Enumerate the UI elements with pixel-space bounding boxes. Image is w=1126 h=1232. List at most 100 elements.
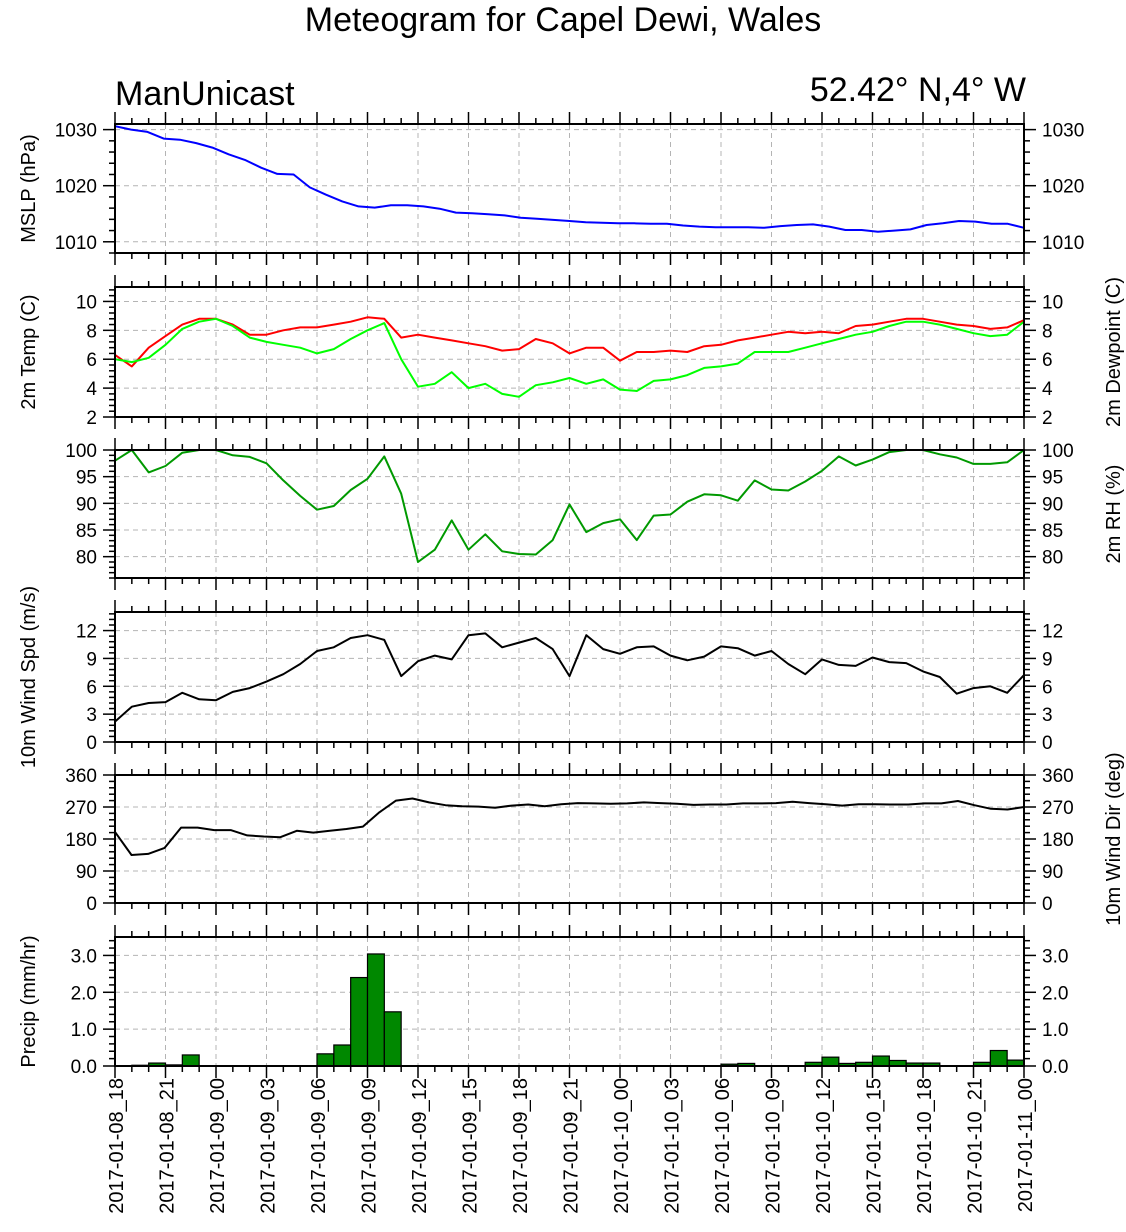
y-tick-label-left: 9: [86, 649, 97, 670]
time-tick-label: 2017-01-10_03: [662, 1078, 684, 1214]
y-tick-label-left: 12: [76, 622, 97, 643]
y-tick-label-left: 2: [86, 408, 97, 429]
y-axis-title-right: 2m RH (%): [1103, 465, 1125, 564]
panel-temp: 2 2 4 4 6 6 8 8 10 10 2m Temp (C) 2m Dewpoint (C): [18, 275, 1125, 429]
y-tick-label-left: 8: [86, 321, 97, 342]
y-tick-label-left: 6: [86, 350, 97, 371]
y-tick-label-right: 2.0: [1042, 983, 1068, 1004]
y-tick-label-right: 12: [1042, 622, 1063, 643]
chart-title: Meteogram for Capel Dewi, Wales: [304, 1, 822, 39]
precip-bar: [333, 1044, 352, 1067]
y-tick-label-right: 180: [1042, 830, 1074, 851]
y-tick-label-left: 0: [86, 733, 97, 754]
time-tick-label: 2017-01-09_09: [359, 1078, 381, 1214]
y-tick-label-right: 90: [1042, 494, 1063, 515]
precip-bar: [181, 1054, 200, 1067]
time-axis-labels: 2017-01-08_18 2017-01-08_21 2017-01-09_00 2…: [106, 1078, 1037, 1214]
y-tick-label-left: 100: [65, 441, 97, 462]
y-tick-label-left: 0: [86, 894, 97, 915]
y-tick-label-right: 6: [1042, 350, 1053, 371]
y-tick-label-right: 85: [1042, 521, 1063, 542]
y-tick-label-right: 270: [1042, 798, 1074, 819]
precip-bar: [350, 976, 369, 1067]
y-tick-label-right: 4: [1042, 379, 1053, 400]
y-tick-label-right: 95: [1042, 468, 1063, 489]
y-tick-label-left: 3: [86, 705, 97, 726]
y-tick-label-left: 85: [76, 521, 97, 542]
y-tick-label-left: 1030: [55, 121, 97, 142]
y-tick-label-right: 0.0: [1042, 1057, 1068, 1078]
y-tick-label-right: 0: [1042, 894, 1053, 915]
time-tick-label: 2017-01-09_00: [207, 1078, 229, 1214]
y-tick-label-left: 3.0: [71, 946, 97, 967]
y-tick-label-left: 4: [86, 379, 97, 400]
panel-precip: 0.0 0.0 1.0 1.0 2.0 2.0 3.0 3.0 Precip (mm/hr): [18, 925, 1068, 1078]
y-tick-label-left: 0.0: [71, 1057, 97, 1078]
time-tick-label: 2017-01-10_21: [965, 1078, 987, 1214]
y-axis-title-left: 2m Temp (C): [18, 294, 40, 409]
y-tick-label-left: 6: [86, 677, 97, 698]
y-tick-label-left: 180: [65, 830, 97, 851]
panel-mslp: 1010 1010 1020 1020 1030 1030 MSLP (hPa): [18, 112, 1084, 265]
time-tick-label: 2017-01-09_15: [460, 1078, 482, 1214]
time-tick-label: 2017-01-10_00: [611, 1078, 633, 1214]
y-tick-label-left: 1020: [55, 177, 97, 198]
y-tick-label-left: 10: [76, 292, 97, 313]
y-tick-label-right: 1030: [1042, 121, 1084, 142]
y-tick-label-left: 95: [76, 468, 97, 489]
y-tick-label-left: 270: [65, 798, 97, 819]
y-tick-label-left: 2.0: [71, 983, 97, 1004]
time-tick-label: 2017-01-09_21: [561, 1078, 583, 1214]
y-tick-label-right: 1.0: [1042, 1020, 1068, 1041]
y-tick-label-right: 360: [1042, 766, 1074, 787]
time-tick-label: 2017-01-11_00: [1015, 1078, 1037, 1212]
panel-wind_speed: 0 0 3 3 6 6 9 9 12 12 10m Wind Spd (m/s): [18, 586, 1063, 768]
y-tick-label-left: 1010: [55, 233, 97, 254]
y-tick-label-right: 6: [1042, 677, 1053, 698]
time-tick-label: 2017-01-08_18: [106, 1078, 128, 1214]
temp-series-line: [114, 316, 1025, 368]
y-axis-title-left: 10m Wind Spd (m/s): [18, 586, 40, 768]
y-axis-title-right: 10m Wind Dir (deg): [1103, 752, 1125, 925]
y-axis-title-left: MSLP (hPa): [18, 134, 40, 243]
time-tick-label: 2017-01-09_12: [409, 1078, 431, 1214]
y-tick-label-right: 80: [1042, 548, 1063, 569]
y-axis-title-right: 2m Dewpoint (C): [1103, 277, 1125, 427]
y-tick-label-left: 90: [76, 862, 97, 883]
precip-bar: [989, 1049, 1008, 1067]
location-coordinates: 52.42° N,4° W: [809, 71, 1026, 109]
precip-bar: [366, 953, 385, 1067]
panel-wind_dir: 0 0 90 90 180 180 270 270 360 360 10m Wind Dir (de…: [65, 752, 1125, 925]
precip-bar: [821, 1056, 840, 1067]
y-tick-label-right: 8: [1042, 321, 1053, 342]
model-name: ManUnicast: [115, 75, 295, 113]
mslp-series-line: [114, 125, 1025, 233]
y-tick-label-right: 1020: [1042, 177, 1084, 198]
precip-bar: [871, 1055, 890, 1067]
panel-rh: 80 80 85 85 90 90 95 95 100 100 2m RH (%): [65, 438, 1125, 590]
time-tick-label: 2017-01-09_18: [510, 1078, 532, 1214]
y-tick-label-left: 1.0: [71, 1020, 97, 1041]
y-tick-label-left: 90: [76, 494, 97, 515]
precip-bar: [316, 1053, 335, 1067]
y-tick-label-right: 90: [1042, 862, 1063, 883]
y-tick-label-right: 2: [1042, 408, 1053, 429]
y-tick-label-left: 80: [76, 548, 97, 569]
time-tick-label: 2017-01-10_09: [763, 1078, 785, 1214]
y-tick-label-right: 0: [1042, 733, 1053, 754]
y-tick-label-right: 100: [1042, 441, 1074, 462]
time-tick-label: 2017-01-10_06: [712, 1078, 734, 1214]
time-tick-label: 2017-01-10_15: [864, 1078, 886, 1214]
precip-bar: [383, 1011, 402, 1067]
wind_speed-series-line: [114, 632, 1025, 723]
wind_dir-series-line: [114, 797, 1025, 856]
temp-series-line: [114, 317, 1025, 398]
y-tick-label-right: 3.0: [1042, 946, 1068, 967]
y-axis-title-left: Precip (mm/hr): [18, 935, 40, 1067]
time-tick-label: 2017-01-08_21: [157, 1078, 179, 1214]
time-tick-label: 2017-01-09_06: [308, 1078, 330, 1214]
rh-series-line: [114, 449, 1025, 563]
y-tick-label-left: 360: [65, 766, 97, 787]
time-tick-label: 2017-01-10_18: [914, 1078, 936, 1214]
